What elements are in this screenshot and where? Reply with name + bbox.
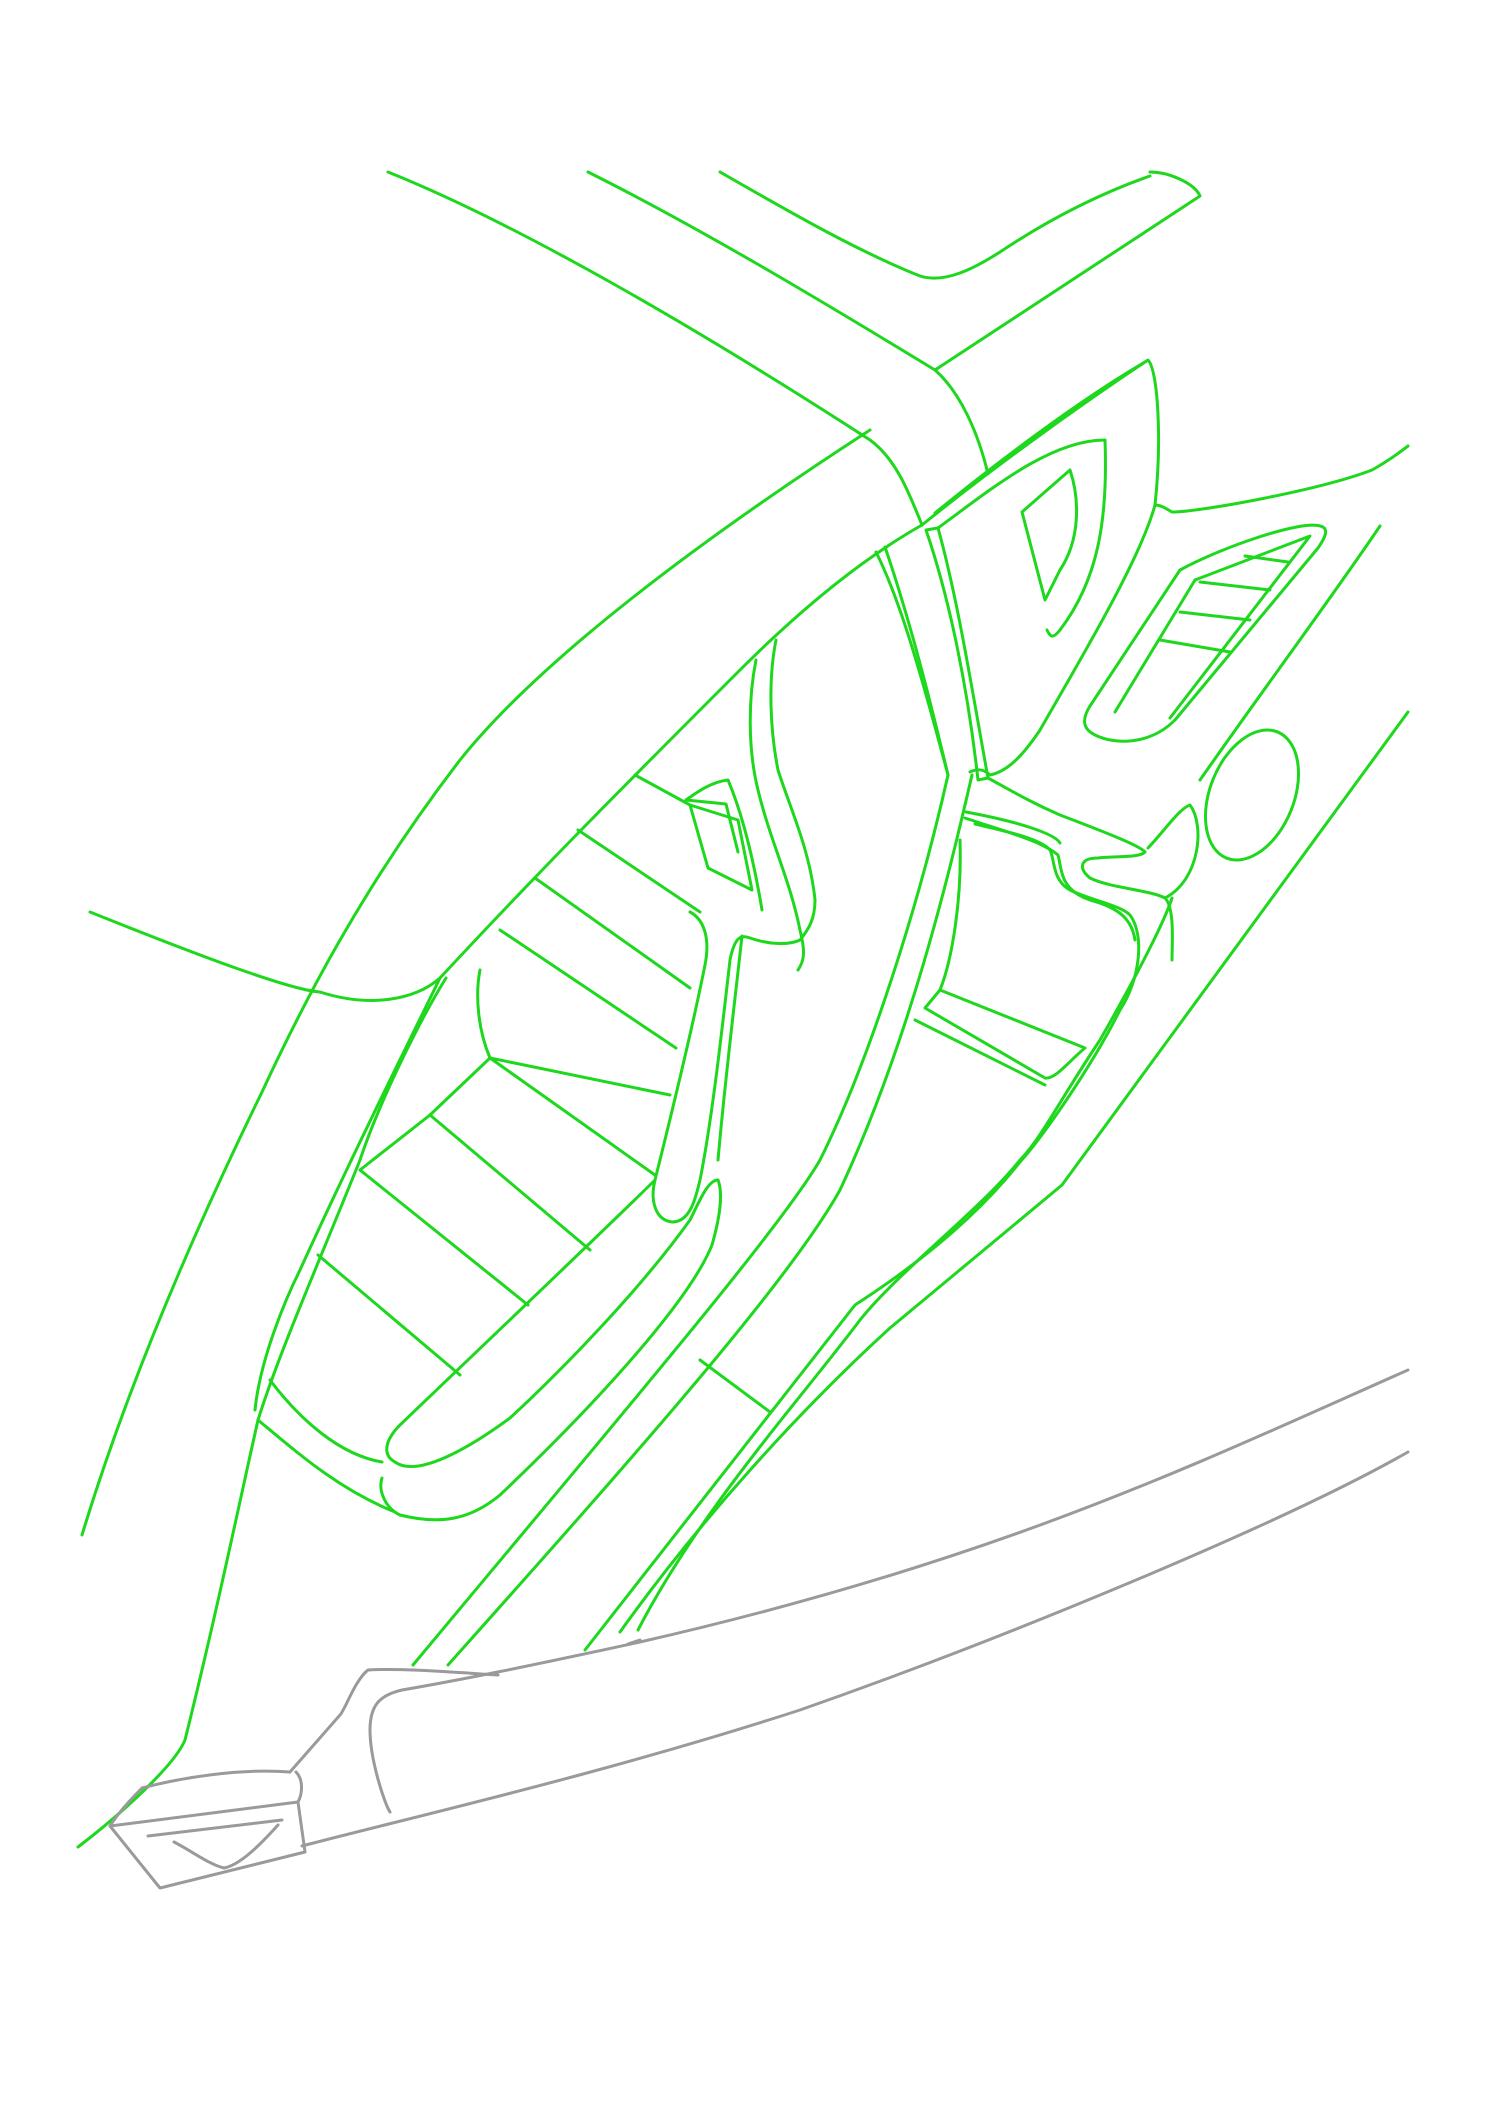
windshield-lower-edge	[80, 428, 872, 1537]
console-knob-shape	[1146, 803, 1200, 900]
right-vent-inner	[1168, 534, 1312, 720]
door-panel-divider-8	[428, 1113, 592, 1252]
headliner-curve	[718, 170, 1152, 280]
door-upper-slot-b	[748, 638, 817, 945]
console-front-slot-line	[913, 1018, 1047, 1087]
door-panel-divider-6	[488, 1056, 657, 1177]
door-panel-divider-7	[428, 1056, 492, 1117]
door-handle-top-tip	[684, 798, 740, 854]
door-panel-divider-1	[633, 773, 692, 807]
grey-linework	[108, 1368, 1410, 1890]
console-center-top	[874, 550, 950, 777]
right-vent-slat-2	[1198, 580, 1272, 592]
door-handle-stem	[651, 910, 752, 1224]
console-front-stripe	[938, 838, 962, 992]
vent-left-slot	[1020, 468, 1078, 602]
door-panel-divider-3	[533, 876, 692, 990]
dash-right-edge	[1153, 444, 1410, 514]
dash-top-sweep	[253, 523, 924, 1412]
vent-housing-outer	[920, 358, 1160, 777]
door-panel-divider-5	[476, 968, 672, 1097]
right-vent-slat-1	[1243, 554, 1290, 564]
door-handle-inner	[716, 934, 744, 1162]
column-small-tick	[626, 1638, 642, 1646]
door-handle-top	[684, 778, 764, 912]
door-panel-divider-10	[358, 1168, 530, 1307]
door-lower-curve	[76, 1418, 260, 1849]
a-pillar-inner-edge	[586, 170, 990, 476]
column-lever-slot	[146, 1818, 284, 1838]
door-pocket-left	[268, 1378, 384, 1464]
console-center-stripe-inner	[446, 773, 974, 1667]
column-lever-cup	[172, 1823, 280, 1870]
console-lower-stripe	[698, 1358, 772, 1414]
door-panel-divider-9	[358, 1113, 432, 1172]
console-left-pillar	[924, 526, 990, 782]
armrest-lower	[379, 1178, 722, 1522]
console-shelf	[964, 810, 1062, 845]
door-upper-slot-a	[748, 658, 805, 972]
console-center-stripe-outer	[411, 545, 950, 1667]
steering-wheel-spoke	[288, 1667, 500, 1774]
console-front-slot	[923, 988, 1087, 1080]
door-panel-divider-4	[498, 928, 678, 1050]
right-vent-outer	[1083, 523, 1328, 743]
right-vent-slat-3	[1178, 610, 1252, 622]
door-panel-top	[256, 976, 448, 1422]
round-knob	[1203, 728, 1301, 862]
right-lower-edge-inner	[636, 896, 1174, 1632]
dash-thin-diagonal	[1198, 524, 1382, 782]
steering-wheel-rim-lower	[300, 1450, 1410, 1848]
door-panel-divider-11	[316, 1253, 462, 1377]
armrest-upper	[385, 1178, 720, 1469]
column-lever-top	[108, 1769, 292, 1828]
right-vent-slat-4	[1158, 638, 1232, 654]
right-lower-edge	[618, 710, 1410, 1634]
console-gear-plate	[986, 776, 1174, 962]
door-panel-divider-2	[576, 828, 702, 914]
green-linework	[76, 170, 1410, 1849]
column-lever-body	[108, 1770, 303, 1828]
steering-wheel-rim-upper	[368, 1368, 1410, 1814]
a-pillar-left-edge	[386, 170, 924, 527]
door-pocket-lower	[256, 1418, 397, 1514]
column-lever-underside	[108, 1800, 307, 1890]
door-handle-top-inner	[688, 803, 754, 892]
console-right-outline-2	[963, 816, 1137, 942]
door-upper-curve	[88, 910, 442, 1002]
headliner-tip	[933, 170, 1202, 372]
console-right-outline	[583, 822, 1141, 1652]
right-vent-left-edge	[1113, 578, 1197, 714]
vent-housing-inner	[936, 438, 1107, 638]
